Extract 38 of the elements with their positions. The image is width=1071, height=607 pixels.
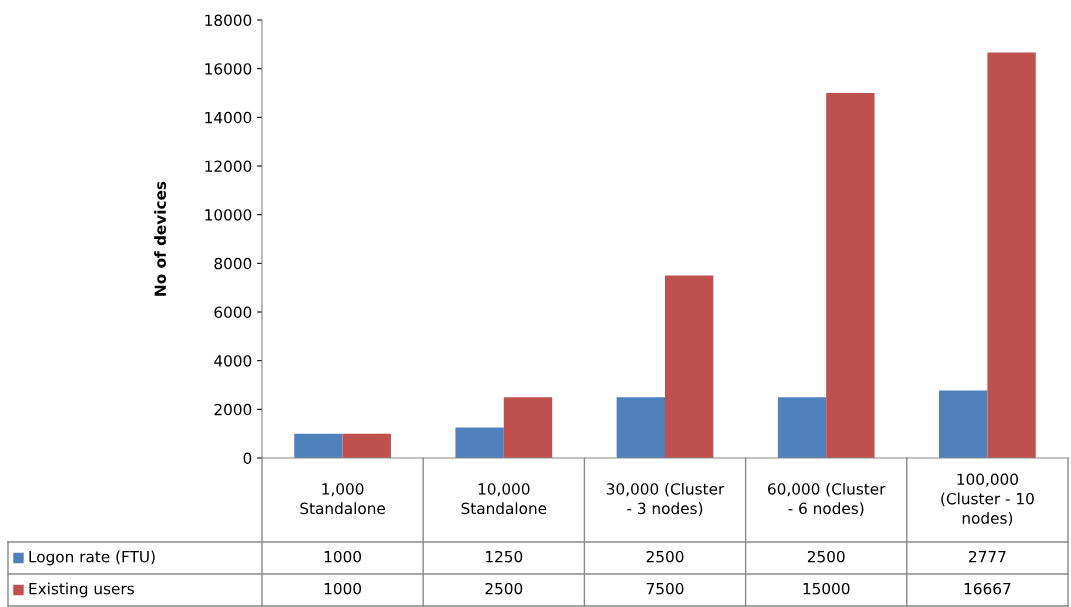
bar <box>777 397 827 458</box>
data-label: 2500 <box>646 550 684 563</box>
legend-label: Existing users <box>29 582 134 598</box>
bar <box>616 397 665 458</box>
bar <box>294 433 343 458</box>
data-label: 15000 <box>803 582 850 595</box>
data-label: 16667 <box>964 582 1011 595</box>
y-tick-label: 8000 <box>214 257 252 270</box>
legend-label: Logon rate (FTU) <box>29 550 155 566</box>
x-tick-label: 10,000 Standalone <box>461 483 547 515</box>
y-tick-label: 2000 <box>214 403 252 416</box>
y-tick-label: 6000 <box>214 306 252 319</box>
y-tick-label: 16000 <box>205 63 252 75</box>
y-tick-label: 14000 <box>205 111 252 124</box>
bar <box>342 433 391 458</box>
x-tick-label: 30,000 (Cluster - 3 nodes) <box>606 482 725 516</box>
bar <box>987 52 1036 458</box>
x-tick-label: 1,000 Standalone <box>300 483 386 515</box>
bar <box>826 93 875 458</box>
y-tick-label: 10000 <box>205 209 252 221</box>
bar <box>665 275 714 458</box>
y-tick-label: 0 <box>243 452 252 465</box>
y-axis-title: No of devices <box>154 181 166 296</box>
y-tick-label: 18000 <box>205 14 252 27</box>
data-label: 1000 <box>324 582 362 595</box>
bar <box>939 390 988 458</box>
bar <box>455 427 504 458</box>
y-tick-label: 4000 <box>214 355 252 367</box>
data-label: 7500 <box>646 582 684 595</box>
bar <box>503 397 553 458</box>
x-tick-label: 100,000 (Cluster - 10 nodes) <box>941 473 1034 526</box>
data-label: 1250 <box>486 550 523 563</box>
x-tick-label: 60,000 (Cluster - 6 nodes) <box>768 482 886 516</box>
data-label: 2500 <box>807 550 845 563</box>
data-label: 1000 <box>324 550 362 563</box>
y-tick-label: 12000 <box>205 160 252 173</box>
data-label: 2500 <box>485 582 523 595</box>
data-label: 2777 <box>969 550 1006 563</box>
